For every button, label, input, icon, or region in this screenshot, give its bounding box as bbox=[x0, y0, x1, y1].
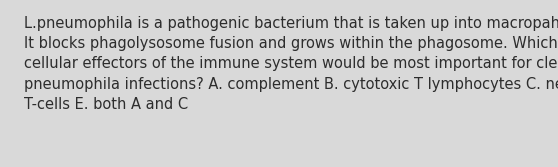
Text: L.pneumophila is a pathogenic bacterium that is taken up into macropahges by pha: L.pneumophila is a pathogenic bacterium … bbox=[23, 16, 558, 112]
